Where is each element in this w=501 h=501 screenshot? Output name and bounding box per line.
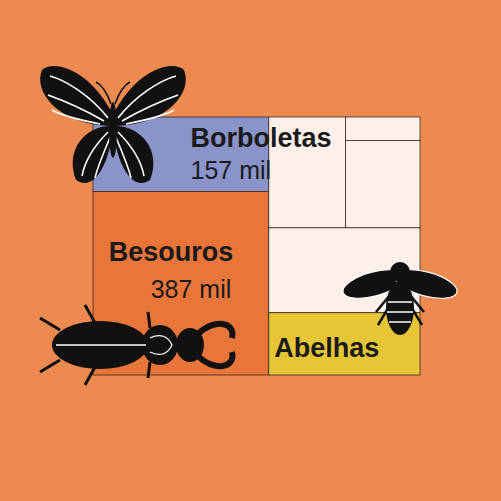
svg-text:Borboletas: Borboletas xyxy=(191,123,332,153)
svg-text:Abelhas: Abelhas xyxy=(274,333,379,363)
svg-text:Besouros: Besouros xyxy=(109,237,234,267)
svg-text:157 mil: 157 mil xyxy=(191,156,272,184)
svg-text:387 mil: 387 mil xyxy=(151,275,232,303)
